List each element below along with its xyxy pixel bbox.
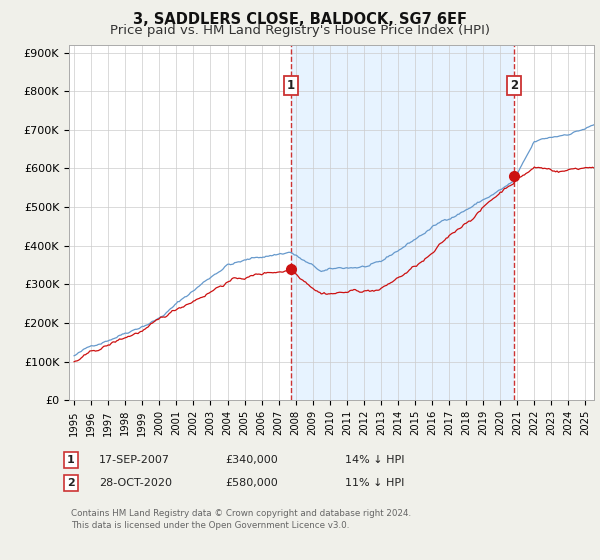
Text: £340,000: £340,000: [225, 455, 278, 465]
Text: £580,000: £580,000: [225, 478, 278, 488]
Text: 2: 2: [511, 79, 518, 92]
Text: 2: 2: [67, 478, 74, 488]
Text: 28-OCT-2020: 28-OCT-2020: [99, 478, 172, 488]
Text: 14% ↓ HPI: 14% ↓ HPI: [345, 455, 404, 465]
Text: Contains HM Land Registry data © Crown copyright and database right 2024.
This d: Contains HM Land Registry data © Crown c…: [71, 509, 411, 530]
Text: 17-SEP-2007: 17-SEP-2007: [99, 455, 170, 465]
Text: 11% ↓ HPI: 11% ↓ HPI: [345, 478, 404, 488]
Bar: [291, 45, 514, 400]
Text: 1: 1: [287, 79, 295, 92]
Text: Price paid vs. HM Land Registry's House Price Index (HPI): Price paid vs. HM Land Registry's House …: [110, 24, 490, 36]
Text: 1: 1: [67, 455, 74, 465]
Text: 3, SADDLERS CLOSE, BALDOCK, SG7 6EF: 3, SADDLERS CLOSE, BALDOCK, SG7 6EF: [133, 12, 467, 27]
